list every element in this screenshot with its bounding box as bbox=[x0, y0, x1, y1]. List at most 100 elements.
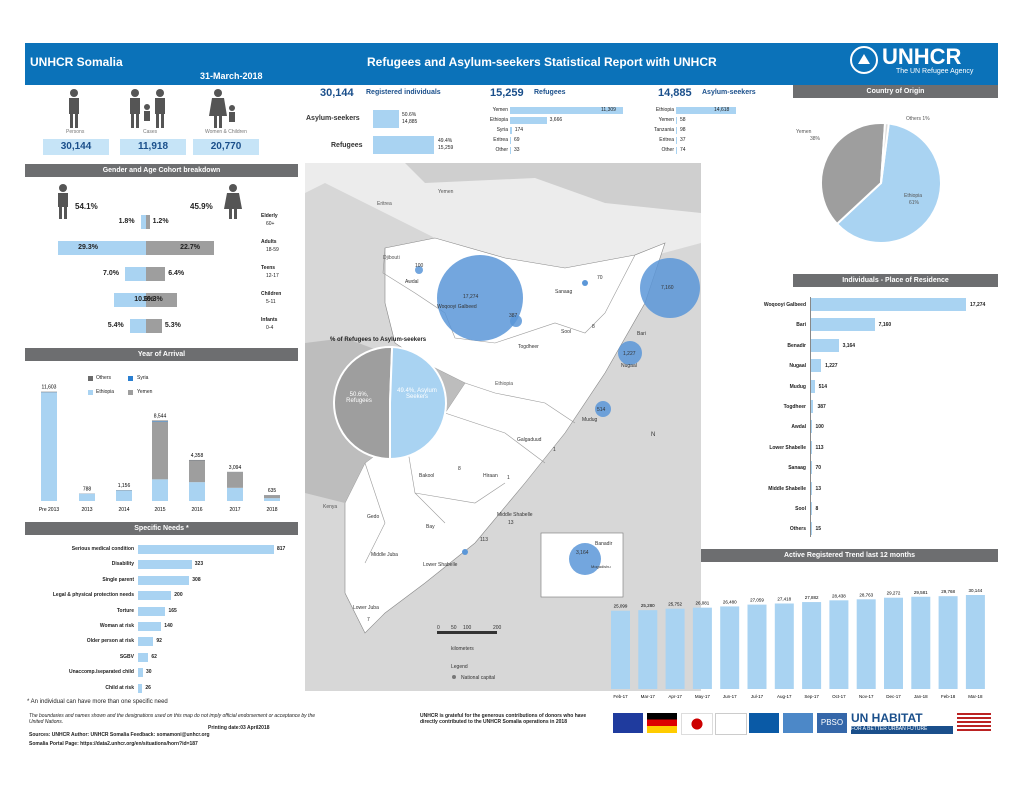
gender-icons bbox=[58, 184, 242, 219]
map-value-mudug: 514 bbox=[597, 407, 606, 413]
trend-header: Active Registered Trend last 12 months bbox=[701, 549, 998, 562]
map-label-sanaag: Sanaag bbox=[555, 289, 572, 295]
trend-bar bbox=[665, 608, 685, 689]
male-icon bbox=[58, 184, 68, 219]
bubble-bari bbox=[640, 258, 700, 318]
pie-slice-refugees bbox=[333, 346, 394, 461]
donor-logo-icon bbox=[715, 713, 747, 735]
male-pct: 54.1% bbox=[75, 202, 98, 211]
refugee-origin-bar bbox=[510, 127, 512, 134]
year-bar-ethiopia bbox=[116, 490, 132, 501]
trend-bar bbox=[856, 599, 876, 689]
needs-bar bbox=[138, 668, 143, 678]
pie-slice-ethiopia bbox=[835, 122, 942, 244]
year-total-label: 1,156 bbox=[118, 483, 131, 489]
year-category-label: 2017 bbox=[229, 507, 240, 513]
year-total-label: 11,603 bbox=[42, 385, 57, 391]
residence-category: Bari bbox=[796, 322, 806, 329]
somalia-map: Yemen Eritrea Djibouti Ethiopia Kenya Aw… bbox=[305, 163, 701, 691]
residence-category: Awdal bbox=[791, 424, 806, 431]
cases-label: Cases bbox=[143, 129, 158, 135]
year-bar-yemen bbox=[227, 472, 243, 488]
year-category-label: Pre 2013 bbox=[39, 507, 60, 513]
bubble-sanaag bbox=[582, 280, 588, 286]
type-asylum-value: 14,885 bbox=[402, 119, 418, 125]
unhcr-emblem-icon bbox=[850, 46, 878, 74]
legend-ethiopia-swatch bbox=[88, 390, 93, 395]
map-value-togdheer: 387 bbox=[509, 313, 518, 319]
residence-value: 113 bbox=[815, 444, 824, 451]
residence-category: Nugaal bbox=[789, 363, 806, 370]
scale-0: 0 bbox=[437, 625, 440, 631]
asylum-origin-bar bbox=[676, 127, 677, 134]
refugee-origin-bar bbox=[510, 147, 511, 154]
year-category-label: 2015 bbox=[154, 507, 165, 513]
trend-month: Oct-17 bbox=[832, 694, 846, 699]
asylum-origin-value: 74 bbox=[680, 147, 686, 153]
trend-value: 28,763 bbox=[859, 592, 873, 597]
map-label-bari: Bari bbox=[637, 331, 646, 337]
map-label-mshabelle: Middle Shabelle bbox=[497, 512, 533, 518]
ra-pie-left: 50.6%, Refugees bbox=[346, 392, 372, 404]
residence-value: 1,227 bbox=[825, 363, 838, 370]
trend-month: Dec-17 bbox=[886, 694, 901, 699]
people-icons bbox=[69, 89, 235, 128]
residence-value: 17,274 bbox=[970, 302, 986, 308]
refugees-total-label: Refugees bbox=[534, 89, 566, 96]
year-category-label: 2013 bbox=[81, 507, 92, 513]
refugee-origin-label: Eritrea bbox=[493, 137, 508, 143]
trend-value: 25,752 bbox=[668, 602, 682, 607]
trend-month: Feb-18 bbox=[941, 694, 956, 699]
residence-axis bbox=[810, 297, 811, 537]
bubble-lshabelle bbox=[462, 549, 468, 555]
asylum-origin-bar bbox=[676, 137, 677, 144]
legend-yemen-swatch bbox=[128, 390, 133, 395]
needs-bar bbox=[138, 652, 149, 662]
needs-value: 817 bbox=[277, 546, 286, 552]
age-range: 0-4 bbox=[266, 325, 274, 331]
pie-slice-others bbox=[880, 122, 890, 184]
women-children-value: 20,770 bbox=[193, 139, 259, 155]
coo-ethiopia-pct: 61% bbox=[909, 200, 920, 206]
type-refugees-value: 15,259 bbox=[438, 145, 454, 151]
needs-category: Serious medical condition bbox=[71, 546, 134, 552]
refugees-total: 15,259 bbox=[490, 87, 524, 99]
map-value-sool: 8 bbox=[592, 324, 595, 330]
trend-bar bbox=[802, 602, 822, 689]
report-date: 31-March-2018 bbox=[200, 71, 263, 81]
trend-month: Apr-17 bbox=[668, 694, 682, 699]
needs-category: Legal & physical protection needs bbox=[52, 592, 134, 599]
trend-value: 25,099 bbox=[614, 604, 628, 609]
year-category-label: 2016 bbox=[191, 507, 202, 513]
country-origin-header: Country of Origin bbox=[793, 85, 998, 98]
bubble-togdheer bbox=[510, 315, 522, 327]
map-label-togdheer: Togdheer bbox=[518, 344, 539, 350]
refugee-origin-value: 174 bbox=[514, 127, 524, 133]
refugee-origin-label: Yemen bbox=[492, 107, 508, 113]
trend-value: 25,280 bbox=[641, 603, 655, 608]
map-value-mshabelle: 13 bbox=[508, 520, 514, 526]
trend-value: 28,438 bbox=[832, 593, 846, 598]
asylum-total-label: Asylum-seekers bbox=[702, 89, 756, 96]
trend-month: Feb-17 bbox=[613, 694, 628, 699]
un-emblem-icon bbox=[783, 713, 813, 733]
year-total-label: 3,094 bbox=[229, 465, 242, 471]
residence-bar bbox=[810, 400, 814, 413]
footer-portal: Somalia Portal Page: https://data2.unhcr… bbox=[29, 741, 198, 747]
year-category-label: 2014 bbox=[118, 507, 129, 513]
map-label-galgaduud: Galgaduud bbox=[517, 437, 542, 443]
needs-bar bbox=[138, 622, 162, 631]
residence-category: Sool bbox=[795, 506, 806, 512]
needs-category: Unaccomp./separated child bbox=[68, 669, 134, 676]
unhcr-logo bbox=[848, 44, 880, 81]
refugee-origin-bar bbox=[510, 137, 511, 144]
needs-category: Child at risk bbox=[105, 684, 134, 691]
needs-category: Older person at risk bbox=[86, 638, 134, 645]
needs-value: 92 bbox=[156, 638, 162, 645]
needs-value: 165 bbox=[168, 607, 177, 614]
map-label-banadir: Banadir bbox=[595, 541, 613, 547]
residence-category: Sanaag bbox=[788, 465, 806, 472]
map-label-bakool: Bakool bbox=[419, 473, 434, 479]
scale-200: 200 bbox=[493, 625, 502, 631]
map-value-lshabelle: 113 bbox=[480, 537, 488, 543]
